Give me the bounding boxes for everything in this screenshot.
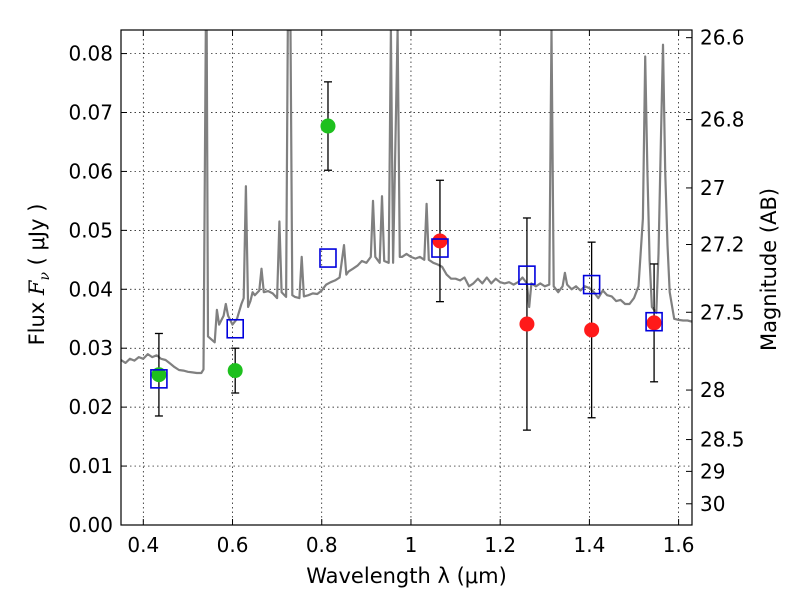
- data-point-circle: [151, 367, 167, 383]
- y-tick-label: 0.06: [68, 159, 113, 183]
- y-axis-ticks: 0.00 0.01 0.02 0.03 0.04 0.05 0.06 0.07 0.08: [68, 42, 127, 537]
- model-point-square: [645, 311, 663, 332]
- spectrum-line: [121, 30, 692, 375]
- plot-clipped-group: [121, 30, 692, 375]
- model-point-square: [518, 265, 536, 285]
- model-point-square: [319, 248, 337, 268]
- y-tick-label: 0.07: [68, 101, 113, 125]
- data-point-circle: [227, 363, 243, 379]
- y-tick-label: 0.02: [68, 395, 113, 419]
- y-axis-label-symbol: F: [25, 279, 49, 296]
- y2-axis-label: Magnitude (AB): [757, 188, 781, 351]
- x-tick-label: 1.4: [573, 533, 605, 557]
- y-tick-label: 0.04: [68, 277, 113, 301]
- y2-tick-label: 29: [700, 459, 725, 483]
- data-point-circle: [584, 322, 600, 338]
- model-point-square: [150, 369, 168, 389]
- y2-tick-label: 27: [700, 176, 725, 200]
- x-tick-label: 1.6: [663, 533, 695, 557]
- y2-tick-label: 26.6: [700, 26, 745, 50]
- y-tick-label: 0.03: [68, 336, 113, 360]
- y2-tick-label: 26.8: [700, 108, 745, 132]
- y2-tick-label: 27.5: [700, 300, 745, 324]
- x-tick-label: 0.6: [217, 533, 249, 557]
- model-point-square: [226, 318, 244, 339]
- y2-axis-ticks: 26.6 26.8 27 27.2 27.5 28 28.5 29 30: [686, 26, 745, 516]
- data-point-circle: [519, 316, 535, 332]
- y-axis-label: Flux Fν ( μJy ): [25, 204, 53, 346]
- y-axis-label-subscript: ν: [37, 272, 53, 281]
- x-axis-label: Wavelength λ (μm): [306, 564, 507, 588]
- y-axis-label-unit: ( μJy ): [25, 204, 49, 272]
- x-tick-label: 1.2: [484, 533, 516, 557]
- y-tick-label: 0.08: [68, 42, 113, 66]
- y-tick-label: 0.05: [68, 218, 113, 242]
- y-axis-label-left: Flux: [25, 295, 49, 345]
- model-point-square: [431, 238, 449, 258]
- plot-area: [121, 30, 692, 431]
- x-tick-label: 0.4: [127, 533, 159, 557]
- x-tick-label: 0.8: [306, 533, 338, 557]
- y-tick-label: 0.01: [68, 454, 113, 478]
- y2-tick-label: 28: [700, 378, 725, 402]
- data-point-circle: [646, 315, 662, 331]
- x-tick-label: 1: [405, 533, 418, 557]
- data-point-circle: [320, 118, 336, 134]
- plot-frame: [120, 29, 693, 526]
- x-axis-ticks: 0.4 0.6 0.8 1 1.2 1.4 1.6: [127, 30, 695, 557]
- y2-tick-label: 30: [700, 492, 725, 516]
- grid-lines: [121, 30, 692, 525]
- y-tick-label: 0.00: [68, 513, 113, 537]
- model-point-square: [582, 274, 601, 295]
- y2-tick-label: 27.2: [700, 233, 745, 257]
- data-point-circle: [432, 233, 448, 249]
- y2-tick-label: 28.5: [700, 428, 745, 452]
